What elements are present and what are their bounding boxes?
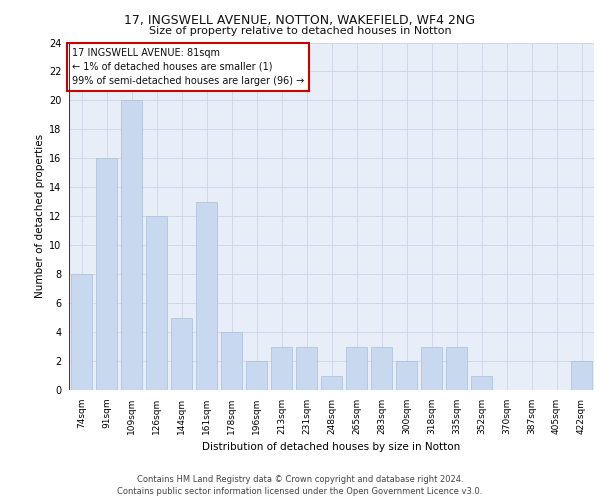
Bar	[196, 202, 217, 390]
Bar	[221, 332, 242, 390]
Bar	[571, 361, 592, 390]
Bar	[121, 100, 142, 390]
Bar	[446, 346, 467, 390]
Bar	[371, 346, 392, 390]
Bar	[396, 361, 417, 390]
Bar	[346, 346, 367, 390]
Text: 17, INGSWELL AVENUE, NOTTON, WAKEFIELD, WF4 2NG: 17, INGSWELL AVENUE, NOTTON, WAKEFIELD, …	[125, 14, 476, 27]
Bar	[296, 346, 317, 390]
Bar	[146, 216, 167, 390]
Bar	[246, 361, 267, 390]
Bar	[96, 158, 117, 390]
Text: Size of property relative to detached houses in Notton: Size of property relative to detached ho…	[149, 26, 451, 36]
Text: 17 INGSWELL AVENUE: 81sqm
← 1% of detached houses are smaller (1)
99% of semi-de: 17 INGSWELL AVENUE: 81sqm ← 1% of detach…	[71, 48, 304, 86]
Bar	[71, 274, 92, 390]
Text: Contains HM Land Registry data © Crown copyright and database right 2024.
Contai: Contains HM Land Registry data © Crown c…	[118, 475, 482, 496]
Bar	[271, 346, 292, 390]
Y-axis label: Number of detached properties: Number of detached properties	[35, 134, 44, 298]
Bar	[171, 318, 192, 390]
X-axis label: Distribution of detached houses by size in Notton: Distribution of detached houses by size …	[202, 442, 461, 452]
Bar	[471, 376, 492, 390]
Bar	[321, 376, 342, 390]
Bar	[421, 346, 442, 390]
